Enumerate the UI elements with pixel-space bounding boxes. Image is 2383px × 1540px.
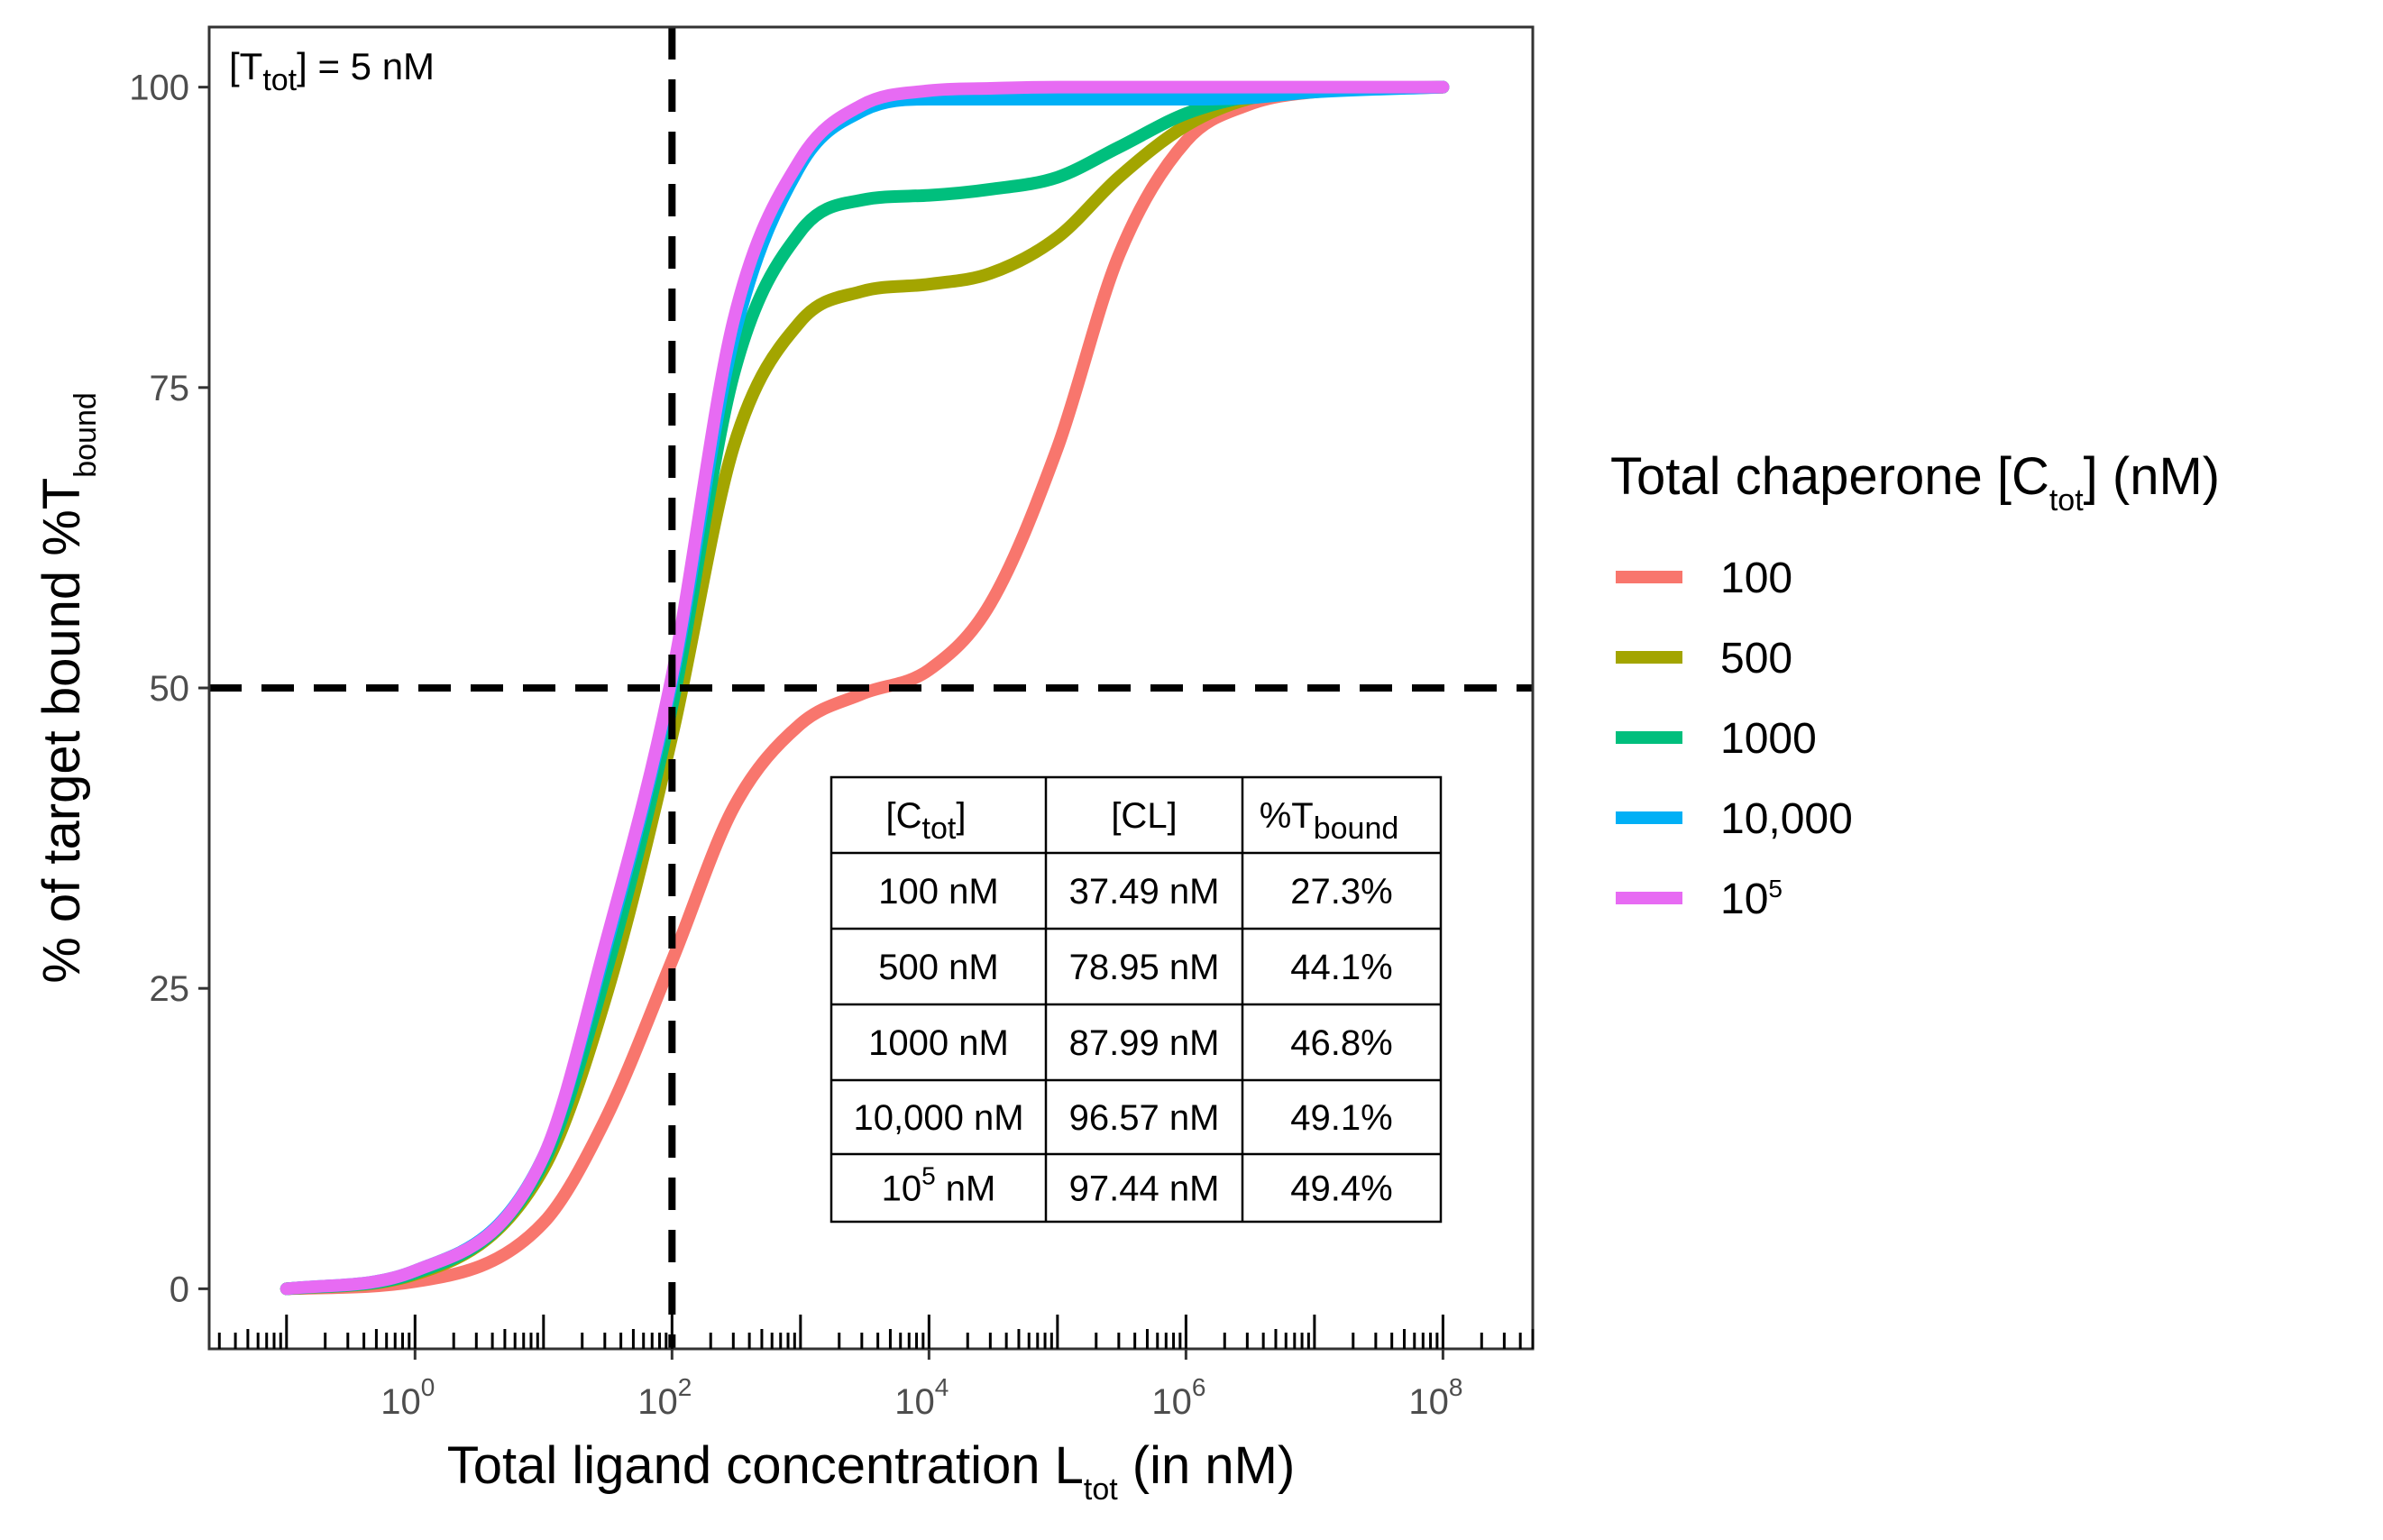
y-tick-label: 75 (150, 369, 190, 408)
table-cell: 78.95 nM (1069, 948, 1220, 987)
table-cell: 105 nM (882, 1162, 996, 1209)
table-frame (829, 775, 1443, 1224)
table-cell: 1000 nM (868, 1023, 1009, 1063)
legend-title: Total chaperone [Ctot] (nM) (1610, 447, 2220, 518)
table-cell: 87.99 nM (1069, 1023, 1220, 1063)
table-cell: 49.4% (1290, 1169, 1392, 1209)
legend-label-0: 100 (1720, 555, 1792, 602)
y-tick-label: 50 (150, 669, 190, 709)
series-lines (280, 80, 1450, 1296)
axis-labels: 0 25 50 75 100 100 102 104 106 108 Total ligand co… (32, 69, 1462, 1507)
reference-lines (209, 27, 1533, 1349)
annotation: [Ttot] = 5 nM (229, 45, 435, 97)
x-tick-label: 104 (894, 1373, 949, 1422)
axis-ticks (198, 86, 1535, 1360)
legend: Total chaperone [Ctot] (nM) 100 500 1000 10,… (1610, 447, 2220, 923)
concentration-annotation: [Ttot] = 5 nM (229, 45, 435, 97)
table-cell: 10,000 nM (853, 1098, 1023, 1138)
table-header-0: [Ctot] (886, 796, 967, 846)
x-tick-label: 108 (1408, 1373, 1462, 1422)
table-cell: 49.1% (1290, 1098, 1392, 1138)
table-cell: 37.49 nM (1069, 872, 1220, 912)
series-line-4 (280, 80, 1450, 1296)
x-tick-label: 102 (637, 1373, 692, 1422)
table-cell: 27.3% (1290, 872, 1392, 912)
x-tick-label: 100 (380, 1373, 435, 1422)
legend-label-3: 10,000 (1720, 795, 1853, 843)
x-axis-title: Total ligand concentration Ltot (in nM) (447, 1436, 1296, 1507)
legend-label-4: 105 (1720, 875, 1783, 923)
table-cell: 96.57 nM (1069, 1098, 1220, 1138)
table-header-1: [CL] (1111, 796, 1177, 836)
table-cell: 44.1% (1290, 948, 1392, 987)
legend-label-2: 1000 (1720, 715, 1817, 763)
y-tick-label: 0 (170, 1270, 189, 1309)
table-cell: 46.8% (1290, 1023, 1392, 1063)
table-cell: 97.44 nM (1069, 1169, 1220, 1209)
legend-label-1: 500 (1720, 635, 1792, 683)
y-tick-label: 25 (150, 969, 190, 1009)
table-cell: 500 nM (878, 948, 998, 987)
y-axis-title: % of target bound %Tbound (32, 392, 103, 984)
results-table: [Ctot] [CL] %Tbound 100 nM 37.49 nM 27.3% 500 … (829, 775, 1443, 1224)
table-header-2: %Tbound (1260, 796, 1399, 846)
y-tick-label: 100 (129, 69, 189, 108)
x-tick-label: 106 (1151, 1373, 1205, 1422)
table-cell: 100 nM (878, 872, 998, 912)
